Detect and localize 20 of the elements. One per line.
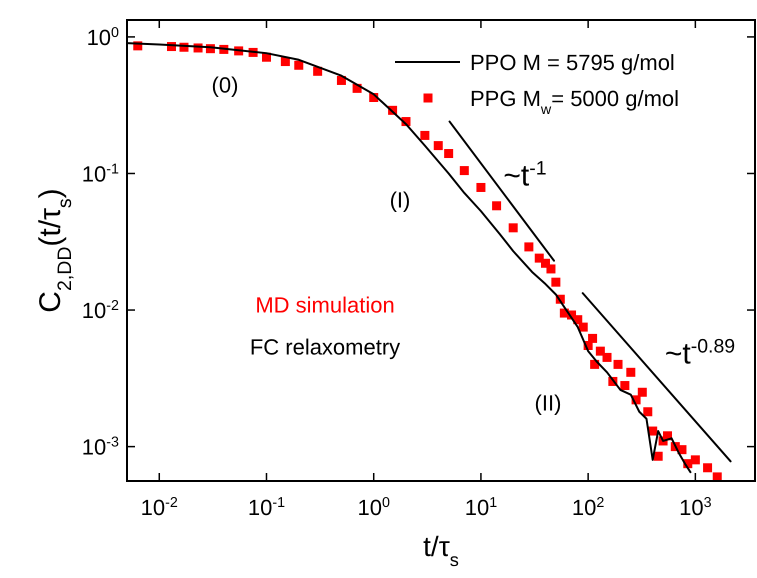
annotation: (0)	[212, 72, 238, 98]
annotation: ~t$^{-1}$	[503, 158, 547, 192]
x-tick-label: 10$^{-2}$	[140, 495, 178, 520]
y-tick-label: 10$^{-3}$	[82, 434, 120, 460]
y-tick-label: 10$^{-2}$	[82, 298, 120, 324]
y-tick-label: 10$^{0}$	[86, 24, 120, 50]
annotation: (II)	[534, 390, 562, 416]
annotation: FC relaxometry	[250, 334, 400, 360]
x-tick-label: 10$^{2}$	[572, 495, 604, 520]
legend-label: PPG M$_{w}$= 5000 g/mol	[470, 86, 680, 118]
x-tick-label: 10$^{-1}$	[248, 495, 286, 520]
annotation: MD simulation	[255, 292, 395, 318]
x-tick-label: 10$^{1}$	[464, 495, 498, 520]
annotation: (I)	[390, 188, 410, 213]
annotation: ~t$^{-0.89}$	[664, 336, 736, 370]
legend-label: PPO M = 5795 g/mol	[470, 50, 675, 75]
x-tick-label: 10$^{0}$	[357, 495, 390, 520]
x-axis-title: t/τ$_{s}$	[423, 531, 459, 570]
y-tick-label: 10$^{-1}$	[82, 161, 120, 186]
x-tick-label: 10$^{3}$	[679, 495, 712, 520]
